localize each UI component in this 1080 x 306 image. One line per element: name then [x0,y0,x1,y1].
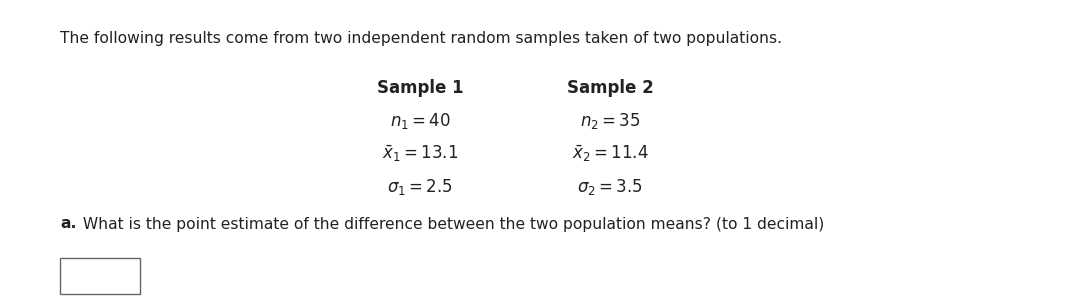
Text: Sample 1: Sample 1 [377,79,463,97]
Text: $\sigma_2 = 3.5$: $\sigma_2 = 3.5$ [577,177,643,197]
Text: What is the point estimate of the difference between the two population means? (: What is the point estimate of the differ… [78,217,824,232]
Text: $\bar{x}_1 = 13.1$: $\bar{x}_1 = 13.1$ [382,144,458,164]
Text: $\sigma_1 = 2.5$: $\sigma_1 = 2.5$ [387,177,453,197]
Text: $n_1 = 40$: $n_1 = 40$ [390,111,450,131]
Text: a.: a. [60,217,77,232]
Text: $\bar{x}_2 = 11.4$: $\bar{x}_2 = 11.4$ [571,144,648,164]
Text: Sample 2: Sample 2 [567,79,653,97]
Text: The following results come from two independent random samples taken of two popu: The following results come from two inde… [60,31,782,46]
Bar [60,258,140,294]
Text: $n_2 = 35$: $n_2 = 35$ [580,111,640,131]
